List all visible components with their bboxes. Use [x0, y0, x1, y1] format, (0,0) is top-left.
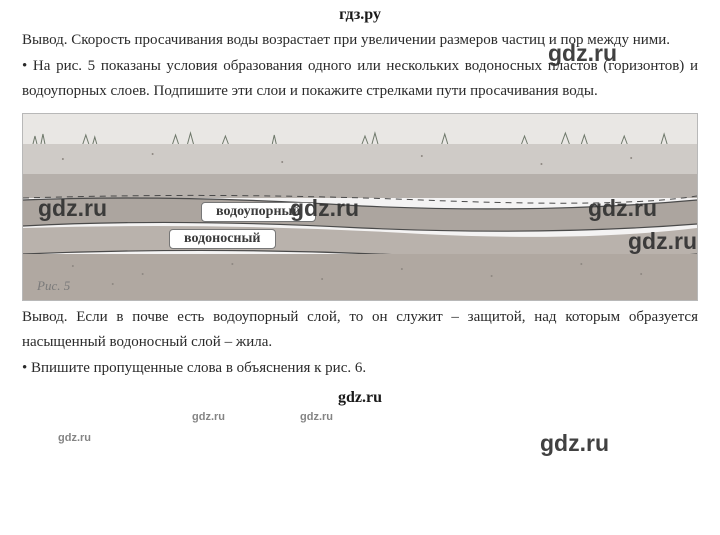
page-header: гдз.ру — [0, 0, 720, 28]
bullet-para-2: • Впишите пропущенные слова в объяснения… — [0, 356, 720, 382]
conclusion-para-2: Вывод. Если в почве есть водоупорный сло… — [0, 305, 720, 356]
conclusion-para-1: Вывод. Скорость просачивания воды возрас… — [0, 28, 720, 54]
label-aquifer: водоносный — [169, 229, 276, 249]
bullet-para-1: • На рис. 5 показаны условия образования… — [0, 54, 720, 105]
page-footer: gdz.ru — [0, 381, 720, 407]
figure-caption: Рис. 5 — [37, 278, 70, 294]
watermark-small: gdz.ru — [58, 432, 91, 444]
soil-diagram-svg — [23, 114, 697, 300]
watermark-small: gdz.ru — [300, 411, 333, 423]
figure-5: водоупорный водоносный Рис. 5 — [22, 113, 698, 301]
label-aquitard: водоупорный — [201, 202, 316, 222]
watermark: gdz.ru — [540, 430, 609, 457]
watermark-small: gdz.ru — [192, 411, 225, 423]
